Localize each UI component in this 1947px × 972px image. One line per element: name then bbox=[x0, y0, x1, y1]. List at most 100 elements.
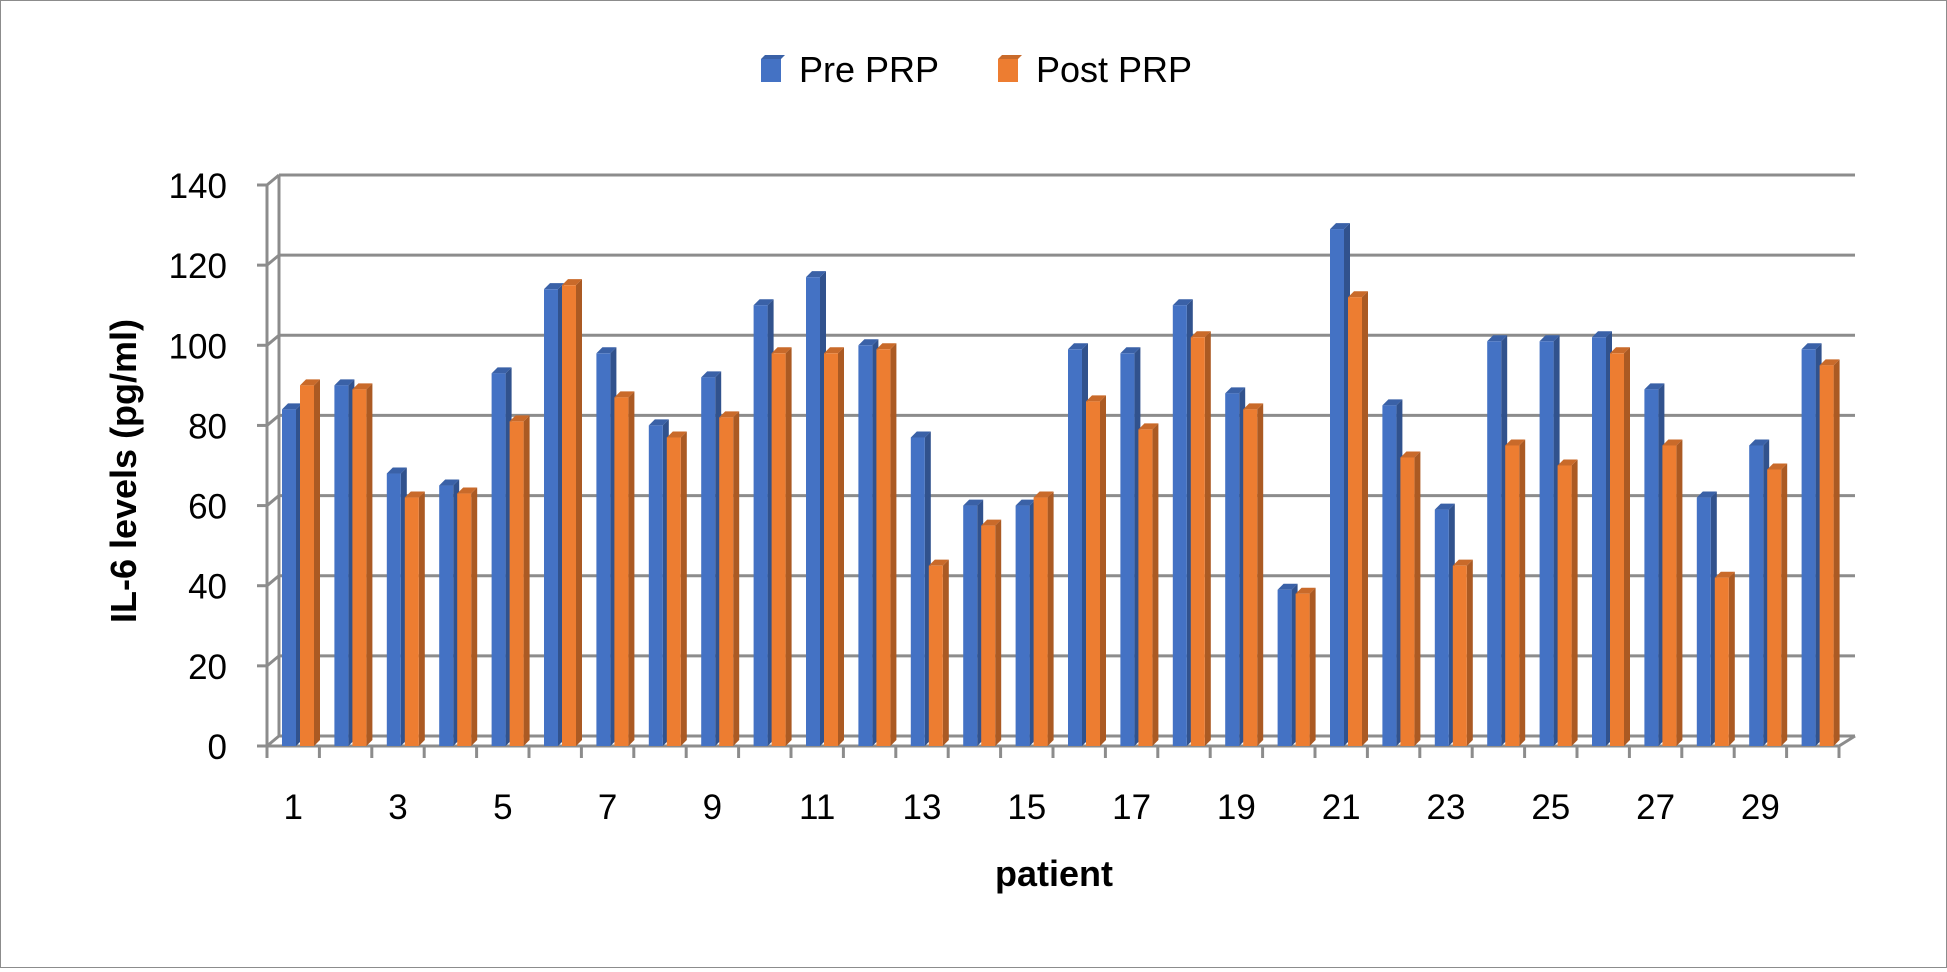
y-tick-label: 100 bbox=[169, 327, 227, 366]
gridline-depth bbox=[266, 574, 280, 587]
bar bbox=[753, 299, 774, 746]
bar-side bbox=[838, 347, 844, 746]
legend-item: Pre PRP bbox=[761, 49, 939, 90]
bar-side bbox=[1624, 347, 1630, 746]
gridlines bbox=[266, 173, 1855, 748]
bar-side bbox=[785, 347, 792, 746]
gridline-depth bbox=[266, 494, 280, 507]
bar-side bbox=[418, 491, 425, 746]
legend-swatch bbox=[761, 59, 781, 82]
bar-front bbox=[666, 437, 681, 746]
x-tick-label: 25 bbox=[1531, 788, 1570, 827]
gridline-depth bbox=[266, 654, 280, 668]
bar-top bbox=[1400, 451, 1421, 458]
bar-top bbox=[1819, 359, 1840, 366]
bar-front bbox=[963, 505, 978, 746]
bar bbox=[1120, 347, 1141, 746]
bar-front bbox=[614, 397, 629, 746]
bar-top bbox=[404, 491, 425, 498]
bar-front bbox=[1243, 409, 1258, 746]
bar bbox=[666, 431, 687, 746]
bar bbox=[1592, 331, 1612, 746]
bar-top bbox=[457, 487, 478, 494]
bar bbox=[1662, 439, 1683, 746]
bar bbox=[648, 419, 669, 746]
bar bbox=[1243, 403, 1264, 746]
bar-top bbox=[1767, 463, 1788, 470]
legend-swatch-top bbox=[998, 55, 1022, 59]
bar bbox=[1610, 347, 1630, 746]
bar-front bbox=[910, 437, 925, 746]
bar-top bbox=[1749, 439, 1770, 446]
bar-front bbox=[1662, 445, 1677, 746]
bar-side bbox=[1676, 439, 1683, 746]
bar-side bbox=[1100, 395, 1106, 746]
bar bbox=[596, 347, 617, 746]
bar bbox=[1382, 399, 1403, 746]
bar bbox=[1348, 291, 1368, 746]
bar-top bbox=[1068, 343, 1088, 350]
bar bbox=[562, 279, 582, 746]
bar-front bbox=[1696, 497, 1711, 746]
bar-front bbox=[858, 345, 873, 746]
x-tick-label: 3 bbox=[388, 788, 407, 827]
bar bbox=[334, 379, 355, 746]
bar-top bbox=[386, 467, 407, 474]
bar-top bbox=[1696, 491, 1717, 498]
bar-front bbox=[491, 373, 506, 746]
bar-side bbox=[1781, 463, 1788, 746]
bar bbox=[910, 431, 931, 746]
bar bbox=[1801, 343, 1822, 746]
bar-top bbox=[1086, 395, 1106, 402]
bar bbox=[1487, 335, 1508, 746]
x-tick-label: 29 bbox=[1741, 788, 1780, 827]
bar bbox=[981, 519, 1002, 746]
bar bbox=[1767, 463, 1788, 746]
y-tick-label: 140 bbox=[169, 167, 227, 206]
bar-front bbox=[1592, 337, 1606, 746]
bar-side bbox=[1728, 571, 1735, 746]
bar bbox=[1068, 343, 1088, 746]
bar-front bbox=[1539, 341, 1554, 746]
bar-side bbox=[1571, 459, 1578, 746]
bar-top bbox=[1487, 335, 1508, 342]
bar bbox=[858, 339, 879, 746]
bar-front bbox=[1348, 297, 1362, 746]
bar bbox=[614, 391, 635, 746]
x-tick-label: 11 bbox=[799, 788, 835, 827]
bar-front bbox=[1277, 589, 1292, 746]
bar-front bbox=[509, 421, 524, 746]
bar bbox=[1172, 299, 1193, 746]
bar bbox=[1295, 587, 1316, 746]
bar-top bbox=[352, 383, 373, 390]
bar-top bbox=[1033, 491, 1054, 498]
bar-top bbox=[771, 347, 792, 354]
bar bbox=[1330, 223, 1350, 747]
bar-front bbox=[1610, 353, 1624, 746]
legend-swatch bbox=[998, 59, 1018, 82]
bar-side bbox=[1204, 331, 1211, 746]
bar-top bbox=[1243, 403, 1264, 410]
bar-top bbox=[1662, 439, 1683, 446]
bar-top bbox=[1277, 583, 1298, 590]
bar-top bbox=[1801, 343, 1822, 350]
legend: Pre PRP Post PRP bbox=[761, 49, 1192, 90]
gridline-depth bbox=[266, 334, 280, 347]
bar-front bbox=[1295, 593, 1310, 746]
bar bbox=[1696, 491, 1717, 746]
bar-front bbox=[1714, 577, 1729, 746]
bar-side bbox=[628, 391, 635, 746]
bar-top bbox=[1610, 347, 1630, 354]
bar-top bbox=[701, 371, 722, 378]
bar-side bbox=[1309, 587, 1316, 746]
bar-front bbox=[1190, 337, 1205, 746]
bar-top bbox=[1330, 223, 1350, 230]
bar-top bbox=[1434, 503, 1455, 510]
bar-top bbox=[544, 283, 564, 290]
bar bbox=[491, 367, 512, 746]
bar-front bbox=[1086, 401, 1100, 746]
bar-side bbox=[314, 379, 320, 746]
bar-front bbox=[648, 425, 663, 746]
